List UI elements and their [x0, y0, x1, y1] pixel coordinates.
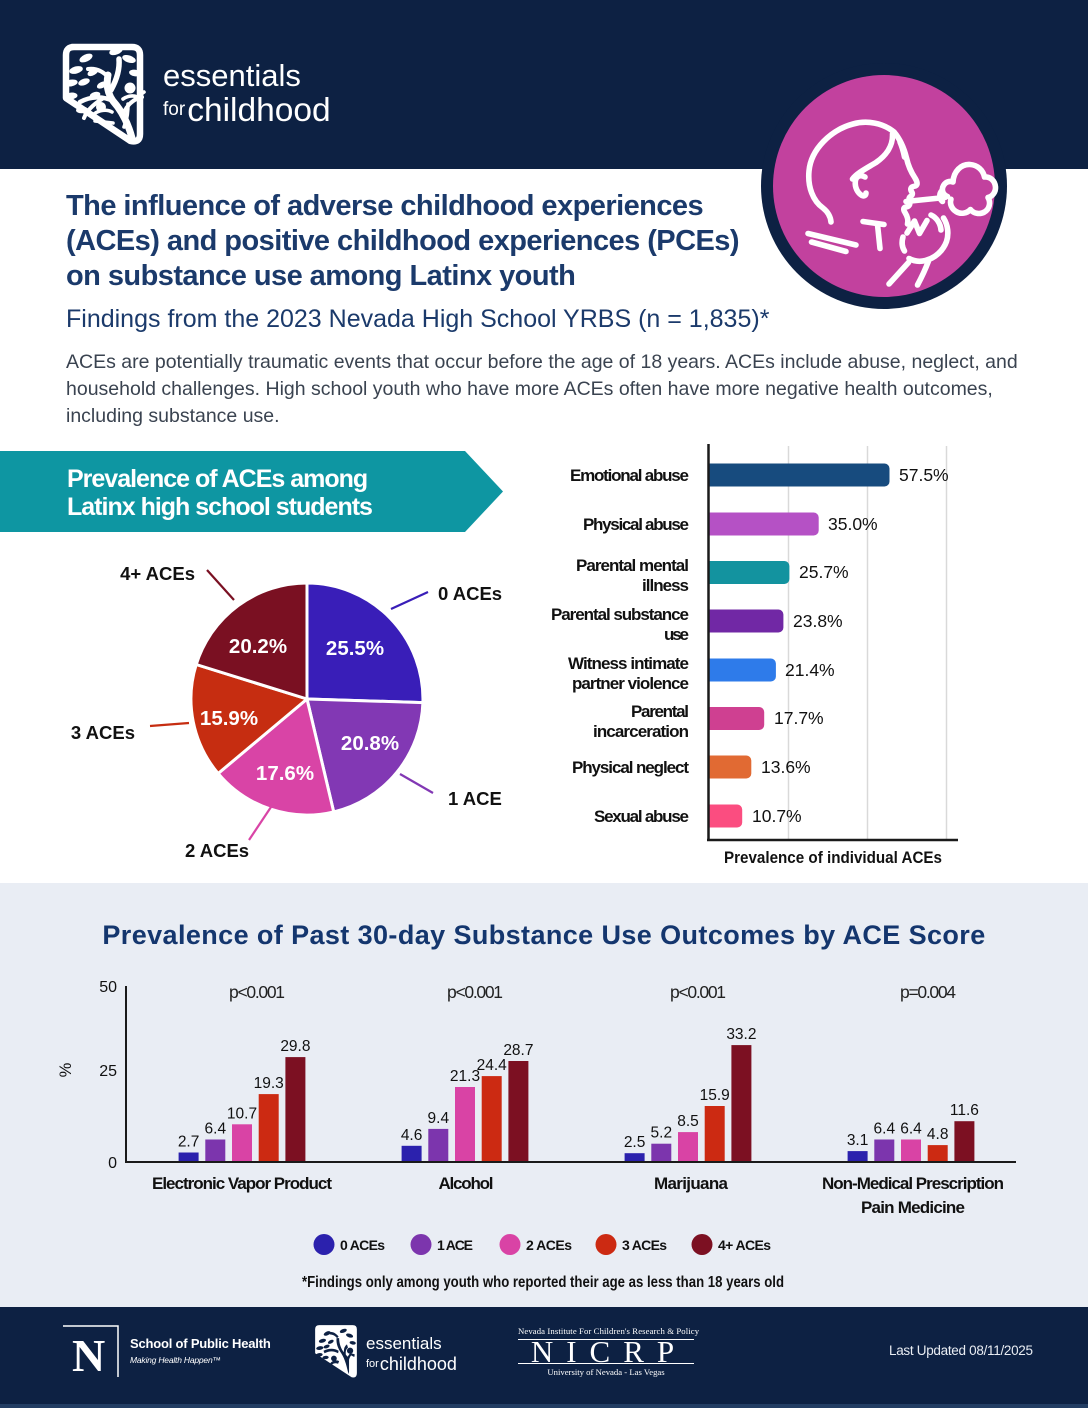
svg-text:Marijuana: Marijuana — [654, 1174, 729, 1193]
svg-text:29.8: 29.8 — [280, 1038, 310, 1055]
svg-text:20.2%: 20.2% — [229, 635, 287, 658]
svg-text:Non-Medical Prescription: Non-Medical Prescription — [822, 1174, 1004, 1193]
svg-text:0: 0 — [108, 1155, 117, 1172]
svg-text:10.7: 10.7 — [227, 1105, 257, 1122]
svg-text:2 ACEs: 2 ACEs — [185, 840, 249, 861]
svg-text:Parental: Parental — [631, 702, 689, 721]
svg-text:23.8%: 23.8% — [793, 611, 843, 631]
svg-text:Pain Medicine: Pain Medicine — [861, 1198, 965, 1217]
svg-text:6.4: 6.4 — [205, 1121, 227, 1138]
svg-text:25.5%: 25.5% — [326, 637, 384, 660]
svg-text:Witness intimate: Witness intimate — [568, 654, 689, 673]
svg-text:p<0.001: p<0.001 — [229, 982, 285, 1002]
svg-text:2.5: 2.5 — [624, 1134, 646, 1151]
svg-text:33.2: 33.2 — [726, 1026, 756, 1043]
svg-text:3 ACEs: 3 ACEs — [622, 1237, 667, 1253]
svg-text:19.3: 19.3 — [254, 1075, 284, 1092]
svg-text:13.6%: 13.6% — [761, 757, 811, 777]
svg-text:4.6: 4.6 — [401, 1127, 423, 1144]
svg-text:1 ACE: 1 ACE — [448, 788, 502, 809]
svg-text:35.0%: 35.0% — [828, 514, 878, 534]
svg-text:6.4: 6.4 — [874, 1121, 896, 1138]
svg-text:Electronic Vapor Product: Electronic Vapor Product — [152, 1174, 332, 1193]
svg-text:Alcohol: Alcohol — [439, 1174, 494, 1193]
svg-text:21.4%: 21.4% — [785, 660, 835, 680]
svg-text:20.8%: 20.8% — [341, 732, 399, 755]
svg-text:Physical neglect: Physical neglect — [572, 758, 689, 777]
svg-text:2.7: 2.7 — [178, 1134, 200, 1151]
svg-text:8.5: 8.5 — [677, 1113, 699, 1130]
svg-text:11.6: 11.6 — [950, 1102, 979, 1119]
svg-text:%: % — [57, 1062, 75, 1077]
svg-text:3 ACEs: 3 ACEs — [71, 722, 135, 743]
svg-text:p<0.001: p<0.001 — [447, 982, 503, 1002]
svg-text:4+ ACEs: 4+ ACEs — [120, 563, 195, 584]
svg-text:incarceration: incarceration — [593, 722, 689, 741]
svg-text:10.7%: 10.7% — [752, 806, 802, 826]
svg-text:Emotional abuse: Emotional abuse — [570, 466, 689, 485]
svg-text:1 ACE: 1 ACE — [437, 1237, 473, 1253]
svg-text:0 ACEs: 0 ACEs — [438, 583, 502, 604]
svg-text:0 ACEs: 0 ACEs — [340, 1237, 385, 1253]
svg-text:Physical abuse: Physical abuse — [583, 515, 689, 534]
svg-text:Prevalence of individual ACEs: Prevalence of individual ACEs — [724, 848, 942, 867]
svg-text:illness: illness — [642, 576, 689, 595]
svg-text:28.7: 28.7 — [503, 1042, 533, 1059]
svg-text:p<0.001: p<0.001 — [670, 982, 726, 1002]
svg-text:57.5%: 57.5% — [899, 465, 949, 485]
svg-text:15.9%: 15.9% — [200, 707, 258, 730]
svg-text:24.4: 24.4 — [477, 1057, 508, 1074]
svg-text:4+ ACEs: 4+ ACEs — [718, 1237, 771, 1253]
svg-text:15.9: 15.9 — [700, 1087, 730, 1104]
svg-text:partner violence: partner violence — [572, 674, 689, 693]
svg-text:6.4: 6.4 — [900, 1121, 922, 1138]
svg-text:use: use — [664, 625, 689, 644]
svg-text:25.7%: 25.7% — [799, 562, 849, 582]
svg-text:Parental substance: Parental substance — [551, 605, 689, 624]
svg-text:25: 25 — [99, 1063, 117, 1080]
svg-text:5.2: 5.2 — [651, 1125, 673, 1142]
svg-text:9.4: 9.4 — [428, 1110, 450, 1127]
svg-text:21.3: 21.3 — [450, 1068, 480, 1085]
svg-text:Sexual abuse: Sexual abuse — [594, 807, 689, 826]
svg-text:Parental mental: Parental mental — [576, 556, 689, 575]
svg-text:50: 50 — [99, 979, 117, 996]
svg-text:*Findings only among youth who: *Findings only among youth who reported … — [302, 1274, 784, 1291]
svg-text:4.8: 4.8 — [927, 1126, 949, 1143]
svg-text:3.1: 3.1 — [847, 1132, 869, 1149]
svg-text:2 ACEs: 2 ACEs — [526, 1237, 572, 1253]
svg-text:17.6%: 17.6% — [256, 762, 314, 785]
svg-text:17.7%: 17.7% — [774, 708, 824, 728]
svg-text:p=0.004: p=0.004 — [900, 982, 956, 1002]
svg-text:N: N — [72, 1330, 105, 1381]
